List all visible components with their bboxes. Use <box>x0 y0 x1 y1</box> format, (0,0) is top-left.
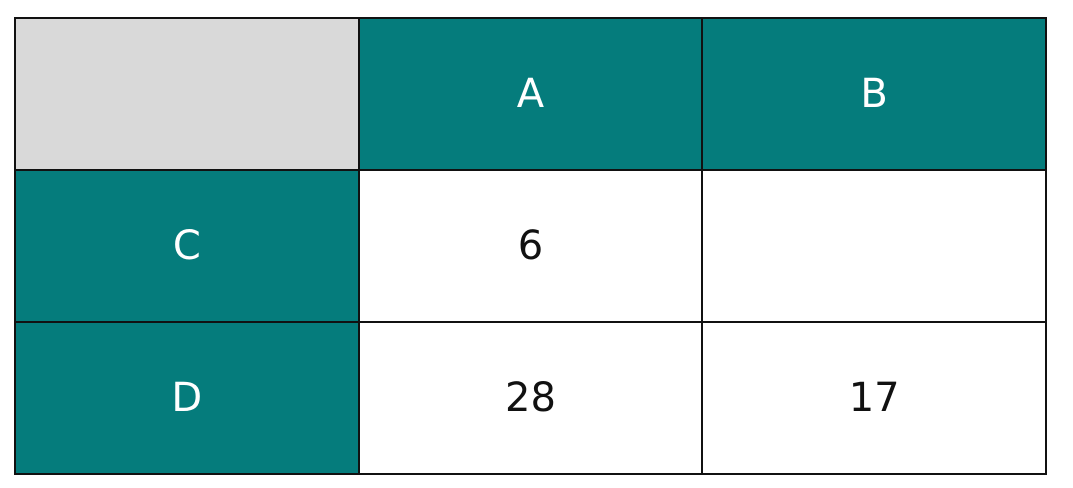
cell-c-b <box>701 169 1047 323</box>
table-row: D 28 17 <box>14 321 1047 475</box>
column-header-a: A <box>357 17 704 171</box>
table-row: C 6 <box>14 169 1047 323</box>
row-header-d: D <box>14 321 360 475</box>
row-header-c: C <box>14 169 360 323</box>
cell-c-a: 6 <box>357 169 704 323</box>
corner-cell <box>14 17 360 171</box>
cell-d-a: 28 <box>357 321 704 475</box>
two-way-table: A B C 6 D 28 17 <box>14 17 1047 475</box>
header-row: A B <box>14 17 1047 171</box>
column-header-b: B <box>701 17 1047 171</box>
cell-d-b: 17 <box>701 321 1047 475</box>
